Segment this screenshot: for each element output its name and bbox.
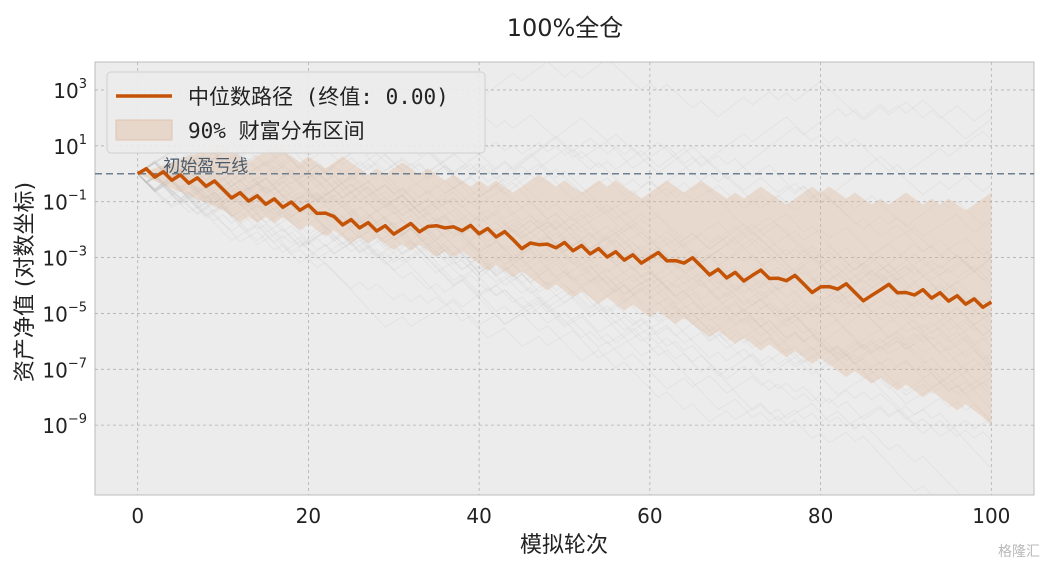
simulation-path xyxy=(137,162,992,305)
simulation-path xyxy=(137,163,992,363)
y-tick-label: 10−5 xyxy=(42,300,87,326)
y-tick-label: 10−1 xyxy=(42,189,87,215)
simulation-path xyxy=(137,173,992,410)
y-tick-label: 103 xyxy=(53,77,87,103)
simulation-path xyxy=(137,138,992,257)
simulation-path xyxy=(137,99,992,240)
x-tick-labels: 0 20 40 60 80 100 xyxy=(131,504,1010,528)
x-tick-label: 60 xyxy=(637,504,662,528)
simulation-path xyxy=(137,157,992,297)
x-tick-label: 40 xyxy=(466,504,491,528)
simulation-path xyxy=(137,162,992,423)
simulation-path xyxy=(137,173,992,397)
simulation-path xyxy=(137,172,992,470)
legend-box xyxy=(106,71,486,154)
simulation-path xyxy=(137,171,992,337)
simulation-path xyxy=(137,160,992,336)
simulation-path xyxy=(137,117,992,274)
legend-band-swatch xyxy=(115,119,173,141)
y-tick-label: 10−7 xyxy=(42,356,87,382)
simulation-path xyxy=(137,173,992,364)
simulation-path xyxy=(137,154,992,441)
x-tick-label: 80 xyxy=(808,504,833,528)
y-tick-label: 10−3 xyxy=(42,245,87,271)
simulation-path xyxy=(137,151,992,309)
simulation-paths xyxy=(137,62,992,495)
simulation-path xyxy=(137,164,992,310)
simulation-path xyxy=(137,161,992,376)
simulation-path xyxy=(137,171,992,395)
simulation-path xyxy=(137,162,992,392)
legend: 中位数路径 (终值: 0.00) 90% 财富分布区间 xyxy=(106,71,486,154)
simulation-path xyxy=(137,140,992,287)
watermark: 格隆汇 xyxy=(998,544,1040,560)
simulation-path xyxy=(137,173,992,312)
y-tick-label: 10−9 xyxy=(42,412,87,438)
x-axis-label: 模拟轮次 xyxy=(520,533,608,558)
y-tick-label: 101 xyxy=(53,133,87,159)
x-tick-label: 0 xyxy=(131,504,144,528)
simulation-path xyxy=(137,151,992,344)
simulation-path xyxy=(137,166,992,347)
wealth-band xyxy=(137,144,992,426)
y-tick-labels: 103 101 10−1 10−3 10−5 10−7 10−9 xyxy=(42,77,87,438)
x-tick-label: 100 xyxy=(972,504,1010,528)
reference-line-label: 初始盈亏线 xyxy=(163,157,248,177)
legend-band-label: 90% 财富分布区间 xyxy=(188,119,365,143)
simulation-path xyxy=(137,164,992,354)
simulation-path xyxy=(137,170,933,495)
simulation-path xyxy=(137,162,992,438)
simulation-path xyxy=(137,173,992,392)
simulation-path xyxy=(137,116,992,209)
simulation-path xyxy=(137,166,992,288)
x-tick-label: 20 xyxy=(296,504,321,528)
simulation-path xyxy=(137,173,992,337)
median-path-line xyxy=(136,166,993,310)
legend-median-label: 中位数路径 (终值: 0.00) xyxy=(188,85,449,109)
chart-title: 100%全仓 xyxy=(507,14,624,42)
simulation-path xyxy=(137,144,992,266)
simulation-path xyxy=(137,173,992,315)
simulation-path xyxy=(137,148,992,326)
simulation-path xyxy=(137,173,975,495)
y-axis-label: 资产净值 (对数坐标) xyxy=(13,182,38,382)
